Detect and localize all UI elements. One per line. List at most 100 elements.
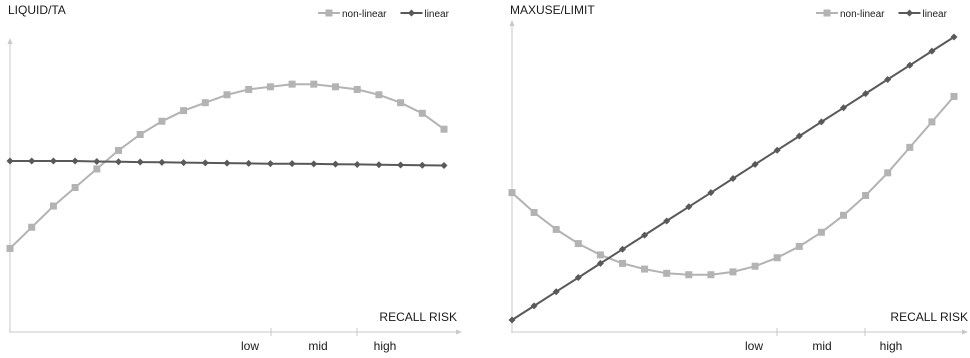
legend-label-linear: linear [424, 9, 449, 20]
data-point-square [508, 189, 516, 197]
data-point-diamond [663, 217, 671, 225]
series-linear [508, 33, 958, 324]
data-point-diamond [115, 158, 122, 166]
data-point-square [663, 269, 671, 277]
legend-marker-diamond [407, 9, 415, 17]
data-point-square [71, 184, 79, 191]
data-point-diamond [266, 160, 274, 168]
chart-title: MAXUSE/LIMIT [510, 3, 595, 17]
x-axis-label: RECALL RISK [379, 310, 457, 324]
data-point-square [884, 169, 892, 177]
x-axis-arrow [456, 329, 462, 335]
data-point-diamond [180, 159, 188, 167]
data-point-square [397, 99, 405, 107]
data-point-square [115, 146, 122, 154]
data-point-square [707, 271, 715, 279]
x-tick-label: high [880, 339, 903, 353]
data-point-diamond [552, 288, 560, 296]
data-point-square [950, 92, 958, 100]
x-tick-label: low [745, 339, 763, 353]
data-point-square [530, 208, 538, 216]
data-point-diamond [619, 245, 626, 253]
data-point-square [619, 259, 626, 267]
data-point-diamond [397, 161, 405, 169]
legend-marker-square [325, 9, 333, 17]
data-point-diamond [201, 159, 209, 167]
data-point-diamond [862, 90, 870, 98]
data-point-diamond [751, 160, 759, 168]
data-point-square [574, 240, 582, 248]
data-point-diamond [950, 33, 958, 41]
data-point-diamond [795, 132, 803, 140]
y-axis-arrow [509, 20, 515, 26]
legend-label-non-linear: non-linear [342, 9, 387, 20]
legend-label-linear: linear [922, 9, 947, 20]
data-point-square [245, 85, 253, 93]
x-axis-arrow [962, 329, 968, 335]
data-point-square [49, 202, 57, 210]
data-point-diamond [71, 157, 79, 165]
data-point-square [158, 117, 166, 125]
data-point-square [596, 251, 604, 259]
data-point-diamond [245, 159, 253, 167]
data-point-square [862, 191, 870, 199]
data-point-diamond [884, 75, 892, 83]
data-point-square [201, 99, 209, 107]
legend-marker-diamond [905, 9, 913, 17]
data-point-diamond [906, 61, 914, 69]
y-axis-arrow [7, 38, 13, 44]
data-point-diamond [375, 161, 383, 169]
data-point-square [28, 223, 36, 231]
legend-label-non-linear: non-linear [840, 9, 885, 20]
data-point-square [310, 80, 318, 88]
x-axis-label: RECALL RISK [890, 310, 968, 324]
data-point-square [375, 91, 383, 99]
data-point-diamond [93, 158, 101, 166]
data-point-diamond [6, 157, 14, 165]
data-point-square [773, 254, 781, 262]
data-point-square [729, 268, 737, 276]
data-point-diamond [773, 146, 781, 154]
data-point-square [641, 265, 649, 273]
data-point-square [817, 228, 825, 236]
data-point-square [223, 91, 231, 99]
series-non-linear [508, 92, 958, 279]
data-point-square [180, 107, 188, 115]
series-linear [6, 157, 448, 170]
data-point-diamond [288, 160, 296, 168]
data-point-square [928, 118, 936, 126]
legend: non-linear linear [816, 9, 948, 20]
data-point-square [288, 80, 296, 88]
x-tick-label: mid [812, 339, 831, 353]
data-point-diamond [136, 158, 144, 166]
legend: non-linear linear [318, 9, 450, 20]
chart-panel: MAXUSE/LIMIT RECALL RISK low mid high non-lin… [508, 3, 968, 353]
series-line [511, 95, 955, 276]
data-point-diamond [158, 158, 166, 166]
data-point-diamond [596, 259, 604, 267]
data-point-diamond [353, 160, 361, 168]
data-point-diamond [508, 316, 516, 324]
x-tick-label: low [241, 339, 259, 353]
data-point-diamond [28, 157, 36, 165]
data-point-square [93, 165, 101, 173]
data-point-diamond [530, 302, 538, 310]
data-point-diamond [223, 159, 231, 167]
data-point-diamond [310, 160, 318, 168]
data-point-square [418, 109, 426, 117]
x-tick-label: high [374, 339, 397, 353]
data-point-diamond [440, 162, 448, 170]
data-point-square [840, 211, 847, 219]
data-point-square [440, 125, 448, 133]
data-point-diamond [641, 231, 649, 239]
data-point-diamond [729, 175, 737, 182]
data-point-diamond [332, 160, 339, 168]
data-point-square [795, 242, 803, 250]
data-point-square [136, 131, 144, 138]
data-point-diamond [418, 161, 426, 169]
chart-title: LIQUID/TA [8, 3, 66, 17]
data-point-square [906, 143, 914, 151]
data-point-square [353, 85, 361, 93]
legend-marker-square [823, 9, 831, 17]
